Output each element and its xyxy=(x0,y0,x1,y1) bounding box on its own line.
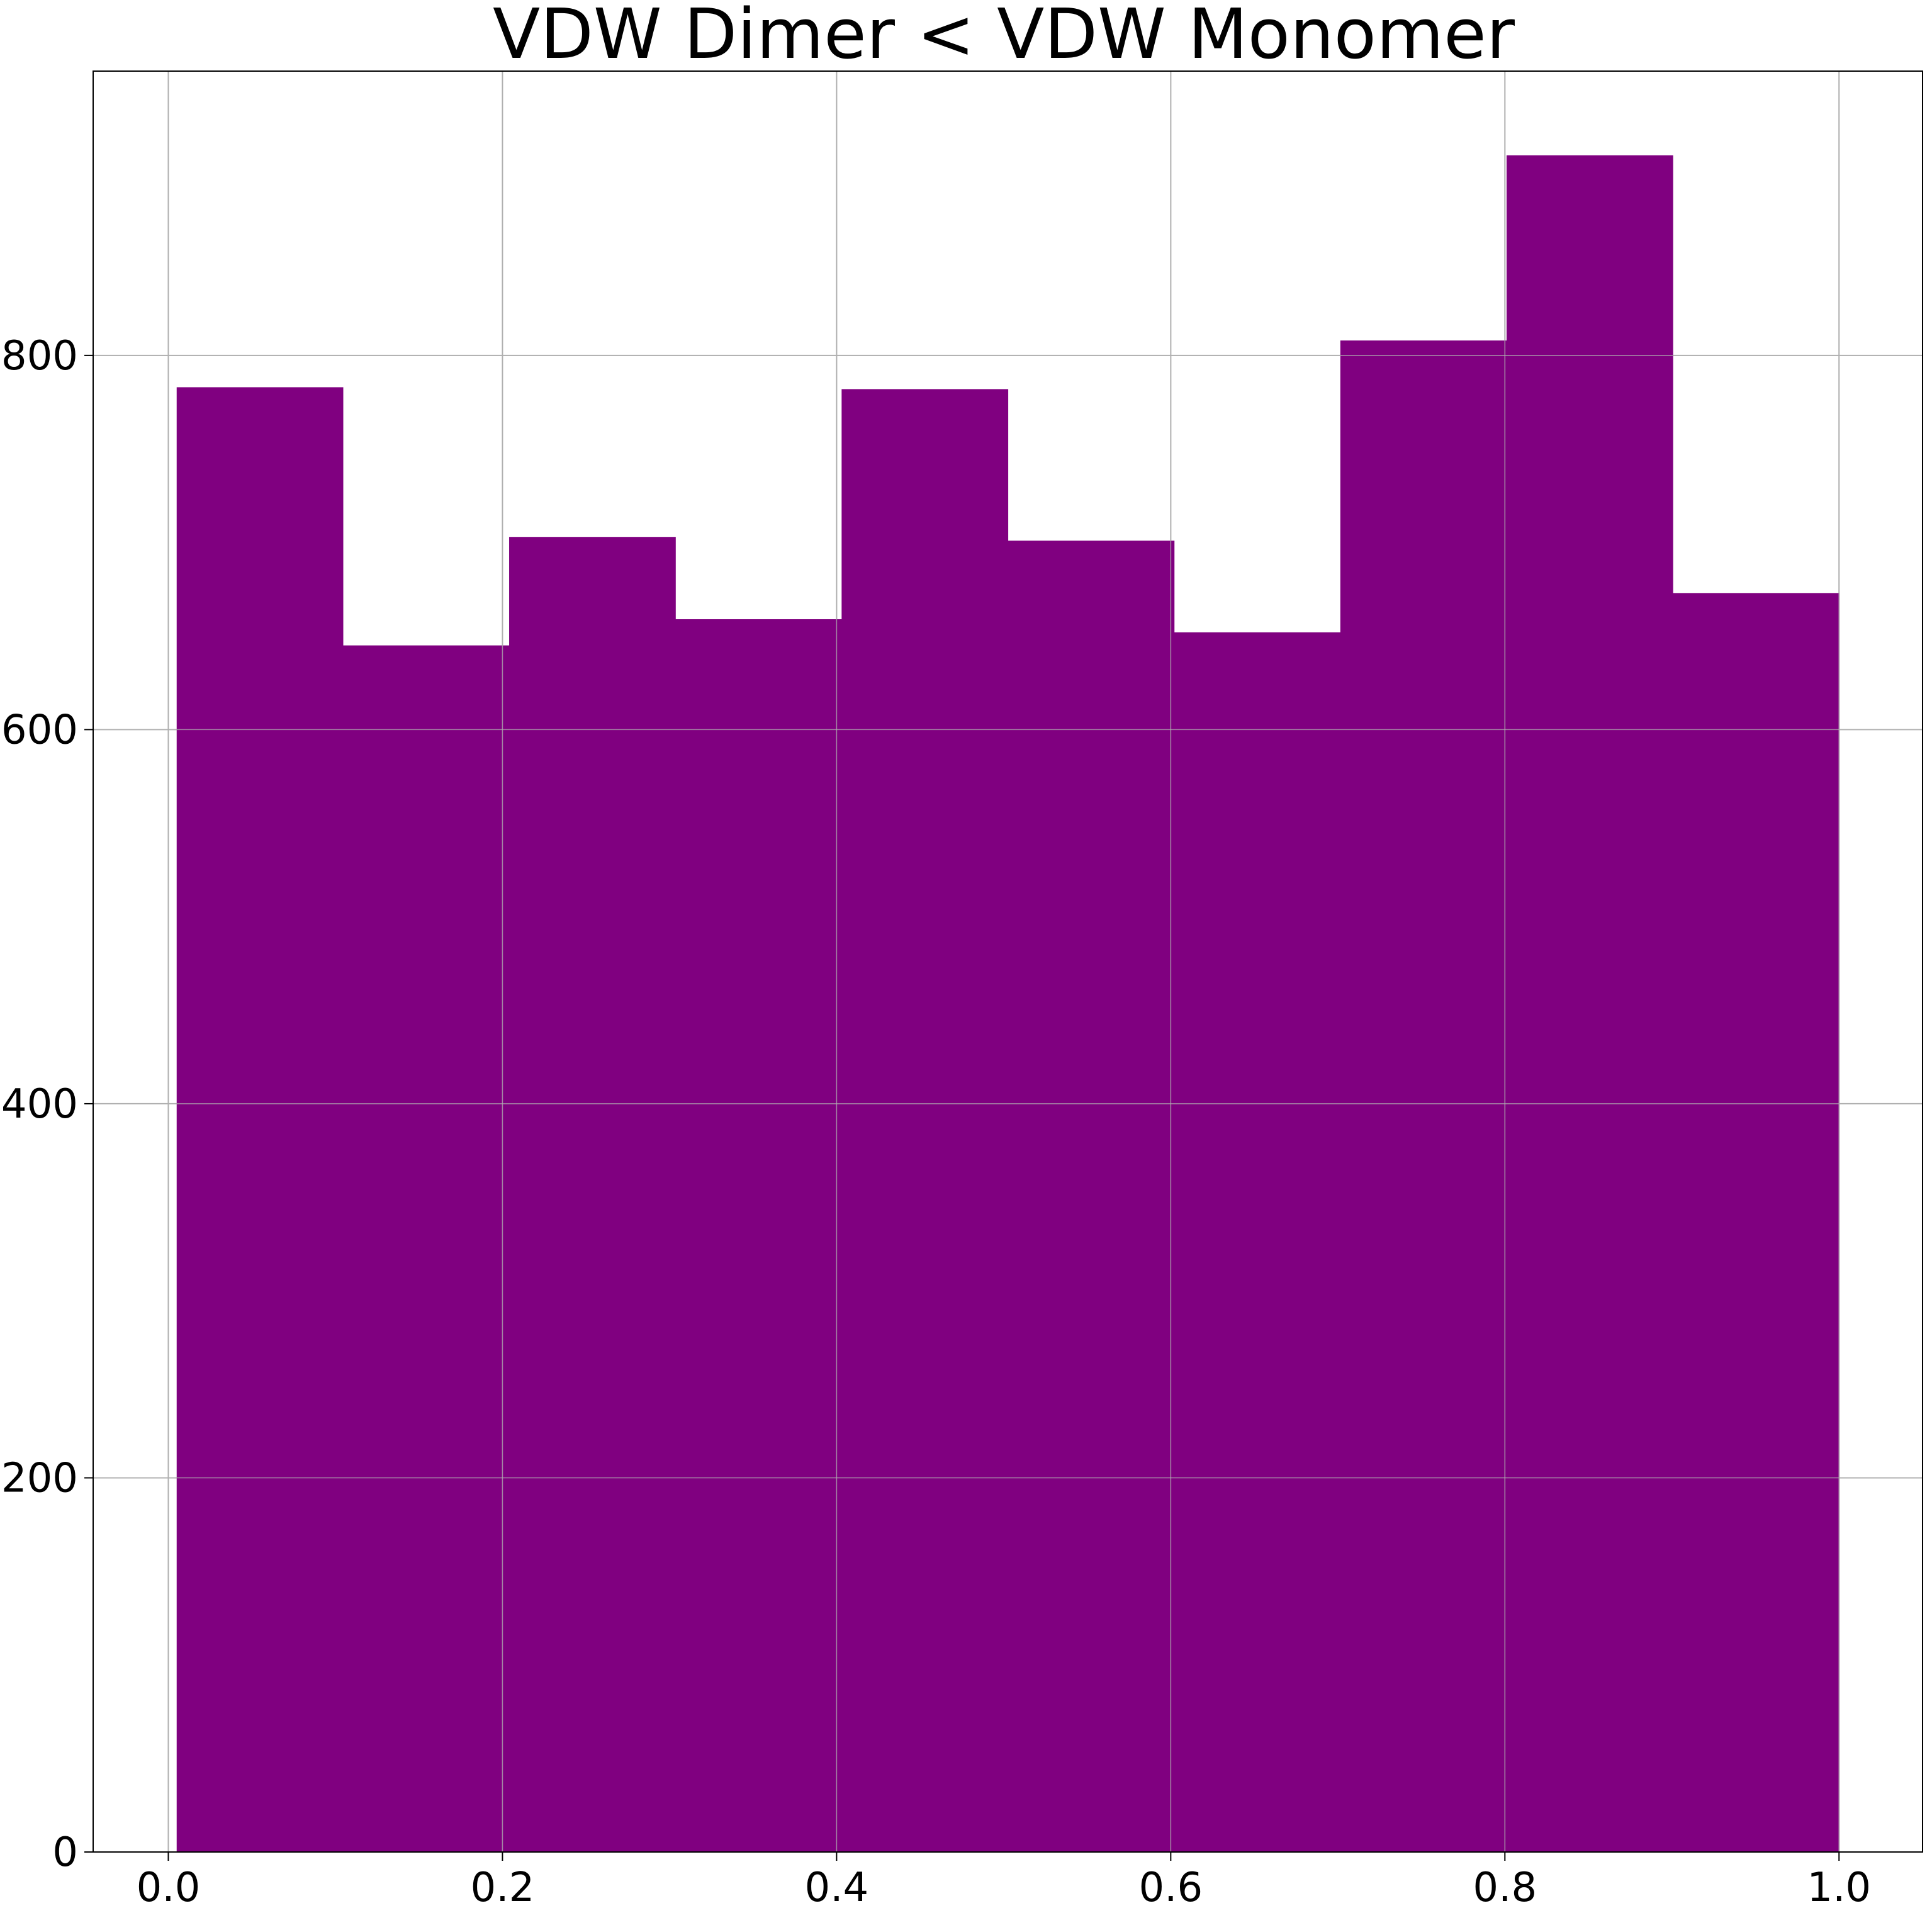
y-tick-label: 200 xyxy=(1,1455,78,1501)
y-tick-label: 800 xyxy=(1,333,78,379)
y-tick-label: 0 xyxy=(52,1829,78,1876)
y-axis-ticks: 0 200 400 600 800 xyxy=(1,333,93,1876)
y-tick-label: 600 xyxy=(1,707,78,753)
plot-area-frame xyxy=(93,70,1923,1853)
histogram-bar xyxy=(1174,632,1341,1853)
x-tick-label: 1.0 xyxy=(1807,1865,1871,1908)
x-tick-label: 0.0 xyxy=(137,1865,201,1908)
x-tick-label: 0.4 xyxy=(804,1865,868,1908)
histogram-bar xyxy=(1673,593,1839,1852)
x-axis-ticks: 0.0 0.2 0.4 0.6 0.8 1.0 xyxy=(137,1852,1871,1908)
x-tick-label: 0.2 xyxy=(471,1865,535,1908)
histogram-bars xyxy=(93,71,1923,1853)
x-tick-label: 0.6 xyxy=(1138,1865,1203,1908)
histogram-bar xyxy=(841,389,1009,1852)
histogram-bar xyxy=(176,387,344,1852)
histogram-bar xyxy=(675,619,842,1852)
histogram-bar xyxy=(1506,155,1673,1853)
x-tick-label: 0.8 xyxy=(1473,1865,1537,1908)
histogram-bar xyxy=(1340,340,1507,1853)
y-tick-label: 400 xyxy=(1,1081,78,1128)
chart-title: VDW Dimer < VDW Monomer xyxy=(493,0,1515,74)
histogram-bar xyxy=(342,645,510,1852)
histogram-bar xyxy=(1008,541,1175,1852)
histogram-bar xyxy=(509,537,676,1852)
